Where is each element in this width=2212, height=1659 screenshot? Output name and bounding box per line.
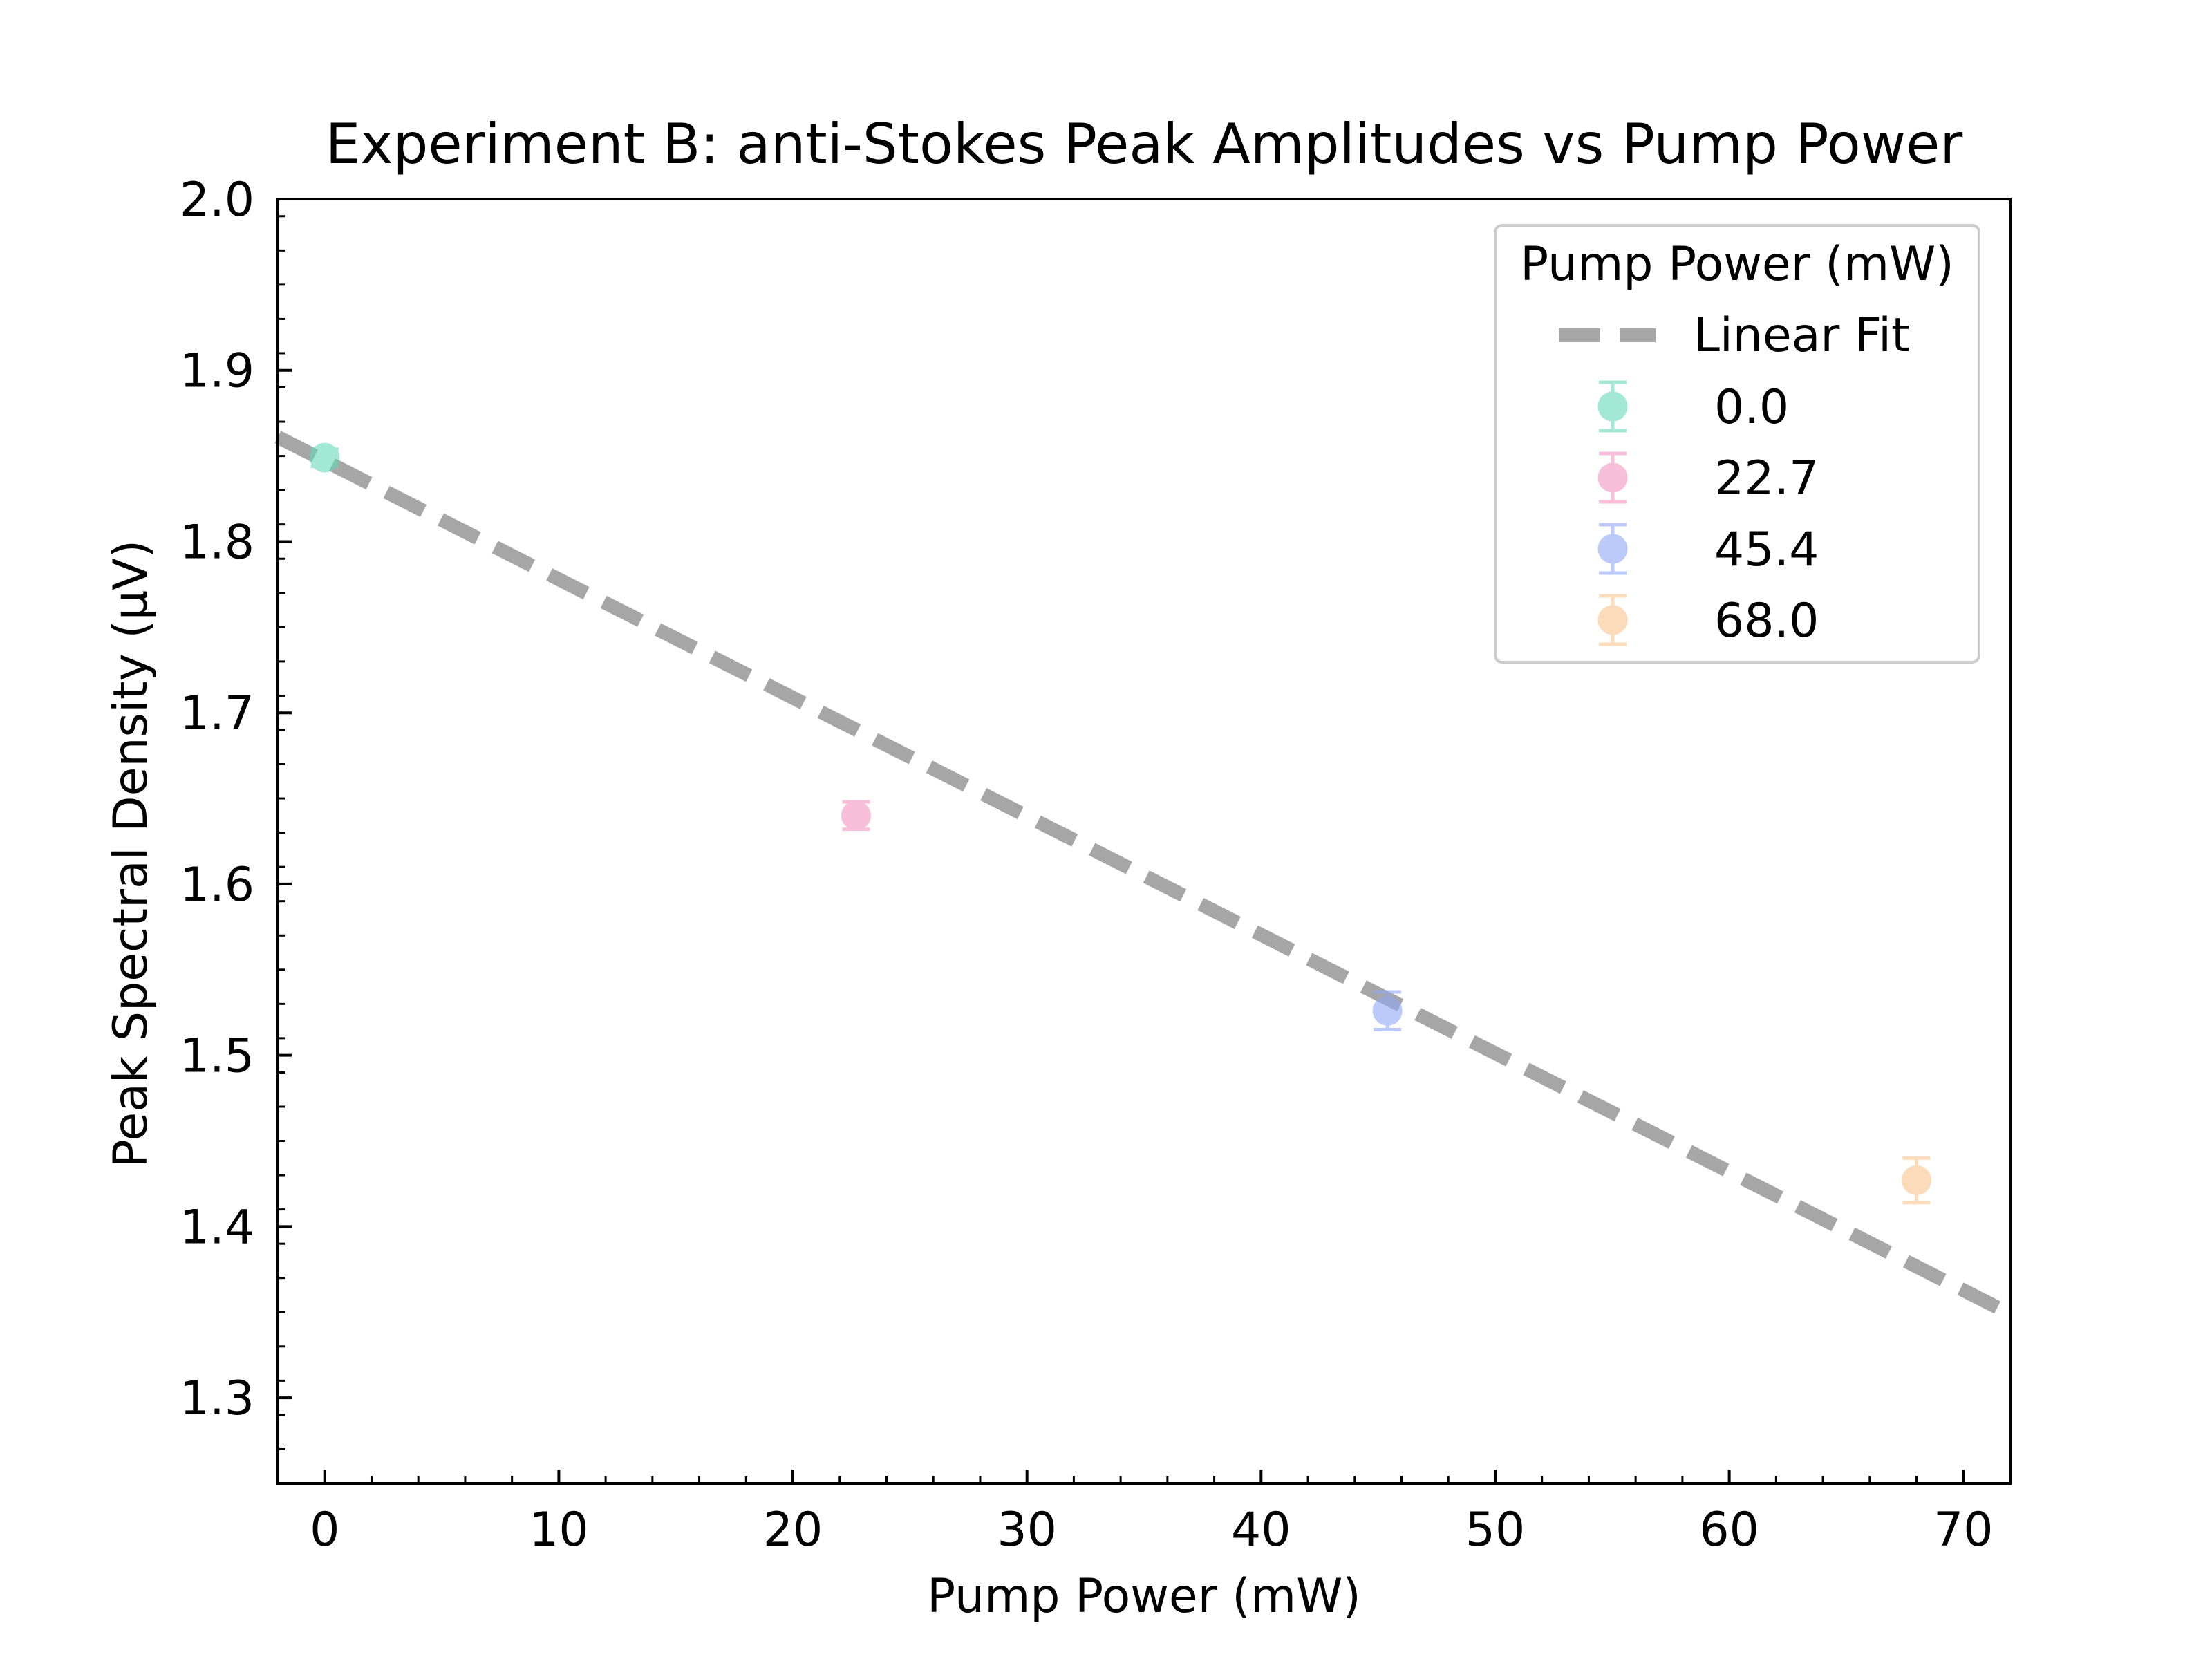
data-point-45-4 xyxy=(1372,990,1403,1032)
chart-title: Experiment B: anti-Stokes Peak Amplitude… xyxy=(326,112,1963,176)
legend-items: 0.0 22.7 45.4 68.0 xyxy=(1597,380,1819,648)
y-tick-label: 1.9 xyxy=(180,344,254,399)
data-point-68-0 xyxy=(1902,1156,1932,1205)
data-point-0-0 xyxy=(310,442,340,473)
y-axis: 1.3 1.4 1.5 1.6 1.7 1.8 1.9 2.0 xyxy=(180,173,292,1485)
x-tick-label: 10 xyxy=(529,1503,589,1557)
legend-label: 0.0 xyxy=(1714,380,1789,435)
x-tick-label: 30 xyxy=(997,1503,1057,1557)
y-tick-label: 1.4 xyxy=(180,1200,254,1255)
legend-item-22-7: 22.7 xyxy=(1597,451,1819,506)
legend-item-0-0: 0.0 xyxy=(1597,380,1789,435)
x-tick-label: 70 xyxy=(1933,1503,1994,1557)
x-tick-label: 0 xyxy=(310,1503,339,1557)
x-axis-label: Pump Power (mW) xyxy=(927,1569,1361,1624)
legend-dot xyxy=(1597,462,1628,493)
legend-title: Pump Power (mW) xyxy=(1520,237,1954,292)
legend: Pump Power (mW) Linear Fit 0.0 22.7 45.4 68… xyxy=(1494,224,1980,664)
x-tick-label: 20 xyxy=(763,1503,823,1557)
plot-frame xyxy=(276,198,2012,1485)
x-tick-label: 50 xyxy=(1465,1503,1526,1557)
marker xyxy=(841,800,871,831)
legend-dot xyxy=(1597,391,1628,422)
marker xyxy=(1372,995,1403,1026)
y-tick-label: 1.3 xyxy=(180,1371,254,1426)
y-axis-label: Peak Spectral Density (μV) xyxy=(104,540,158,1168)
y-tick-label: 1.7 xyxy=(180,686,254,741)
legend-dot xyxy=(1597,605,1628,635)
legend-dot xyxy=(1597,534,1628,564)
legend-label: 45.4 xyxy=(1714,523,1819,577)
plot-area xyxy=(274,431,2014,1320)
legend-marker xyxy=(1597,594,1628,646)
legend-label: 22.7 xyxy=(1714,451,1819,506)
x-tick-label: 40 xyxy=(1231,1503,1291,1557)
legend-marker xyxy=(1597,380,1628,433)
marker xyxy=(310,442,340,473)
y-tick-label: 2.0 xyxy=(180,173,254,227)
x-tick-label: 60 xyxy=(1699,1503,1759,1557)
legend-marker xyxy=(1597,451,1628,504)
data-point-22-7 xyxy=(841,800,871,832)
marker xyxy=(1902,1165,1932,1196)
y-tick-label: 1.8 xyxy=(180,515,254,570)
legend-item-68-0: 68.0 xyxy=(1597,594,1819,648)
y-tick-label: 1.5 xyxy=(180,1029,254,1084)
legend-fit-label: Linear Fit xyxy=(1694,308,1910,363)
legend-item-45-4: 45.4 xyxy=(1597,523,1819,577)
linear-fit-line xyxy=(274,431,2014,1320)
y-tick-label: 1.6 xyxy=(180,858,254,912)
legend-label: 68.0 xyxy=(1714,594,1819,648)
legend-marker xyxy=(1597,523,1628,575)
